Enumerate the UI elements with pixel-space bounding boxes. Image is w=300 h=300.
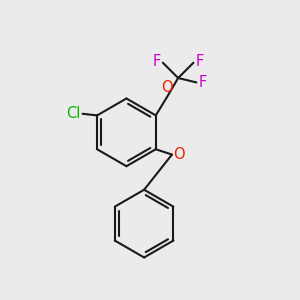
Text: F: F	[152, 54, 160, 69]
Text: F: F	[196, 54, 204, 69]
Text: O: O	[173, 147, 185, 162]
Text: O: O	[161, 80, 173, 95]
Text: F: F	[199, 75, 207, 90]
Text: Cl: Cl	[66, 106, 80, 121]
